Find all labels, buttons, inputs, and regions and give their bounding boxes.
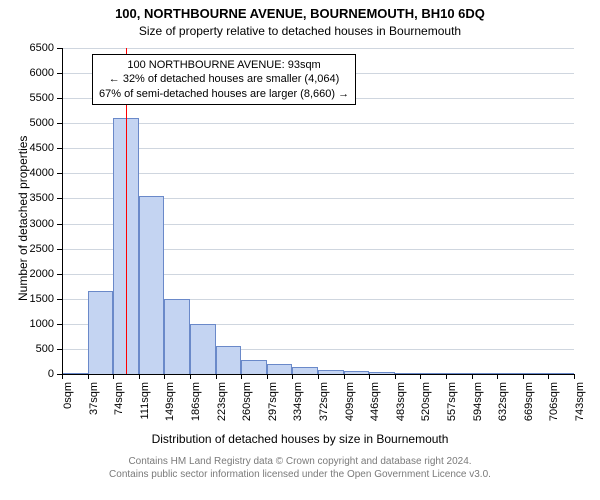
bar <box>139 196 165 374</box>
y-tick-mark <box>57 73 62 74</box>
x-tick-mark <box>395 374 396 379</box>
x-tick-label: 149sqm <box>164 382 176 432</box>
y-tick-label: 4000 <box>14 167 54 179</box>
x-tick-mark <box>62 374 63 379</box>
x-tick-mark <box>113 374 114 379</box>
y-tick-mark <box>57 249 62 250</box>
x-tick-label: 446sqm <box>369 382 381 432</box>
y-tick-label: 4500 <box>14 142 54 154</box>
y-tick-mark <box>57 123 62 124</box>
y-tick-label: 2000 <box>14 268 54 280</box>
y-tick-label: 500 <box>14 343 54 355</box>
x-tick-label: 632sqm <box>497 382 509 432</box>
x-tick-label: 520sqm <box>420 382 432 432</box>
x-tick-label: 0sqm <box>62 382 74 432</box>
chart-subtitle: Size of property relative to detached ho… <box>0 24 600 38</box>
x-tick-label: 74sqm <box>113 382 125 432</box>
x-tick-mark <box>574 374 575 379</box>
x-tick-label: 557sqm <box>446 382 458 432</box>
y-tick-mark <box>57 274 62 275</box>
y-tick-mark <box>57 173 62 174</box>
y-tick-mark <box>57 224 62 225</box>
x-tick-label: 111sqm <box>139 382 151 432</box>
x-tick-mark <box>548 374 549 379</box>
x-tick-label: 409sqm <box>344 382 356 432</box>
y-tick-mark <box>57 324 62 325</box>
bar <box>241 360 267 374</box>
x-tick-mark <box>420 374 421 379</box>
x-tick-mark <box>190 374 191 379</box>
chart-title: 100, NORTHBOURNE AVENUE, BOURNEMOUTH, BH… <box>0 6 600 21</box>
grid-line <box>62 148 574 149</box>
x-tick-mark <box>216 374 217 379</box>
bar <box>88 291 114 374</box>
y-tick-mark <box>57 349 62 350</box>
x-tick-label: 260sqm <box>241 382 253 432</box>
bar <box>164 299 190 374</box>
y-tick-label: 0 <box>14 368 54 380</box>
annotation-box: 100 NORTHBOURNE AVENUE: 93sqm ← 32% of d… <box>92 54 356 105</box>
y-tick-label: 1500 <box>14 293 54 305</box>
x-tick-label: 669sqm <box>523 382 535 432</box>
y-tick-mark <box>57 299 62 300</box>
x-tick-label: 743sqm <box>574 382 586 432</box>
y-tick-mark <box>57 48 62 49</box>
x-tick-mark <box>344 374 345 379</box>
x-tick-label: 186sqm <box>190 382 202 432</box>
y-tick-label: 6500 <box>14 42 54 54</box>
x-tick-mark <box>241 374 242 379</box>
x-tick-mark <box>497 374 498 379</box>
y-tick-mark <box>57 198 62 199</box>
footer: Contains HM Land Registry data © Crown c… <box>0 456 600 481</box>
y-axis-line <box>62 48 63 374</box>
x-tick-label: 223sqm <box>216 382 228 432</box>
bar <box>267 364 293 374</box>
bar <box>216 346 242 374</box>
y-tick-mark <box>57 148 62 149</box>
x-tick-mark <box>292 374 293 379</box>
x-tick-mark <box>88 374 89 379</box>
chart-container: 100, NORTHBOURNE AVENUE, BOURNEMOUTH, BH… <box>0 0 600 500</box>
x-tick-mark <box>164 374 165 379</box>
y-tick-label: 2500 <box>14 243 54 255</box>
y-tick-mark <box>57 98 62 99</box>
annotation-line2: ← 32% of detached houses are smaller (4,… <box>99 72 349 86</box>
x-tick-mark <box>267 374 268 379</box>
grid-line <box>62 48 574 49</box>
y-tick-label: 1000 <box>14 318 54 330</box>
x-tick-mark <box>369 374 370 379</box>
plot-area: 100 NORTHBOURNE AVENUE: 93sqm ← 32% of d… <box>62 48 574 374</box>
x-tick-mark <box>139 374 140 379</box>
x-tick-mark <box>472 374 473 379</box>
x-tick-label: 483sqm <box>395 382 407 432</box>
x-tick-label: 37sqm <box>88 382 100 432</box>
x-axis-label: Distribution of detached houses by size … <box>0 432 600 446</box>
x-tick-mark <box>446 374 447 379</box>
footer-line1: Contains HM Land Registry data © Crown c… <box>0 456 600 469</box>
x-tick-label: 594sqm <box>472 382 484 432</box>
x-tick-label: 706sqm <box>548 382 560 432</box>
y-tick-label: 3000 <box>14 218 54 230</box>
footer-line2: Contains public sector information licen… <box>0 469 600 482</box>
bar <box>190 324 216 374</box>
y-tick-label: 6000 <box>14 67 54 79</box>
y-tick-label: 3500 <box>14 192 54 204</box>
grid-line <box>62 173 574 174</box>
y-tick-label: 5500 <box>14 92 54 104</box>
x-tick-label: 372sqm <box>318 382 330 432</box>
annotation-line1: 100 NORTHBOURNE AVENUE: 93sqm <box>99 58 349 72</box>
grid-line <box>62 123 574 124</box>
annotation-line3: 67% of semi-detached houses are larger (… <box>99 87 349 101</box>
x-tick-label: 297sqm <box>267 382 279 432</box>
x-tick-label: 334sqm <box>292 382 304 432</box>
x-tick-mark <box>523 374 524 379</box>
x-tick-mark <box>318 374 319 379</box>
y-tick-label: 5000 <box>14 117 54 129</box>
